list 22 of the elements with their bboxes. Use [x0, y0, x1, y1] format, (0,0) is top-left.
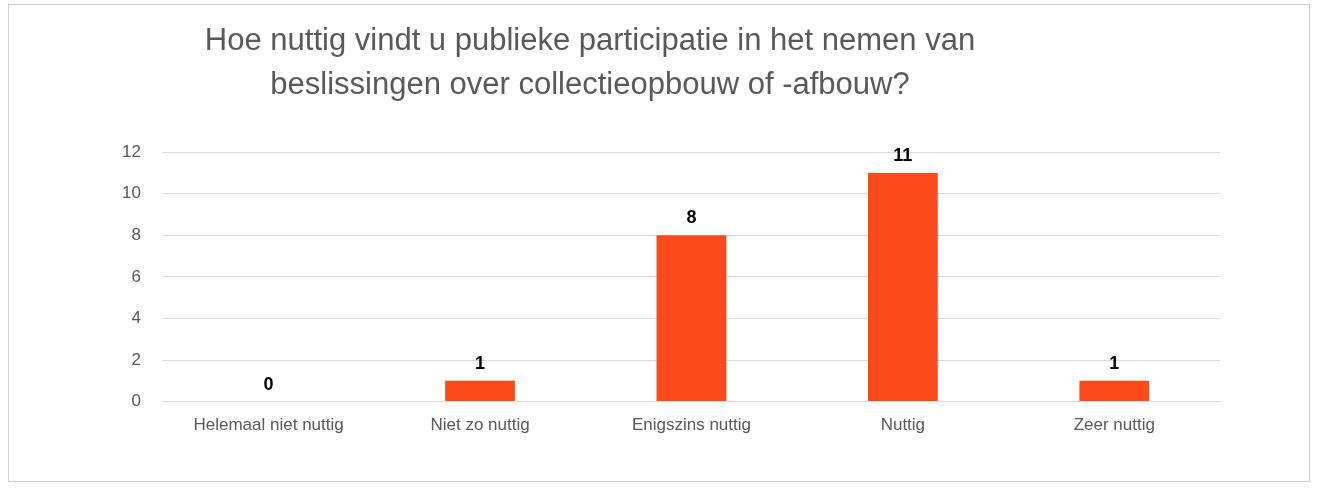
x-tick-label: Nuttig	[880, 415, 926, 435]
chart-title: Hoe nuttig vindt u publieke participatie in het nemen van beslissingen over collectieopbouw of -afbouw?	[203, 21, 977, 103]
y-tick-label: 10	[121, 183, 141, 203]
bar	[1079, 380, 1150, 402]
y-tick-label: 8	[131, 225, 141, 245]
bar	[445, 380, 515, 402]
y-tick-label: 2	[131, 349, 141, 369]
bar	[656, 235, 727, 402]
x-tick-label: Helemaal niet nuttig	[193, 415, 344, 435]
data-label: 0	[263, 373, 274, 394]
y-tick-label: 12	[121, 141, 141, 161]
data-label: 11	[893, 144, 913, 165]
y-tick-label: 6	[131, 266, 141, 286]
y-tick-label: 4	[131, 308, 141, 328]
data-label: 8	[686, 207, 697, 228]
x-tick-label: Zeer nuttig	[1073, 415, 1155, 435]
bar	[867, 172, 938, 402]
x-tick-label: Enigszins nuttig	[631, 415, 751, 435]
data-label: 1	[1109, 352, 1120, 373]
x-tick-label: Niet zo nuttig	[430, 415, 530, 435]
data-label: 1	[475, 352, 486, 373]
y-tick-label: 0	[131, 391, 141, 411]
